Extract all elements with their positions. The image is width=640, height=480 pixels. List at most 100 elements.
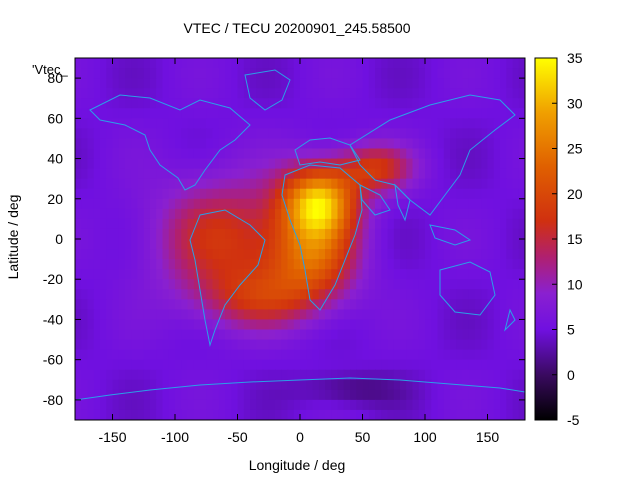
heatmap-cell xyxy=(506,128,514,140)
heatmap-cell xyxy=(518,399,525,411)
heatmap-cell xyxy=(250,309,257,321)
heatmap-cell xyxy=(137,108,145,119)
heatmap-cell xyxy=(468,239,476,250)
heatmap-cell xyxy=(256,359,264,371)
heatmap-cell xyxy=(312,249,320,260)
heatmap-cell xyxy=(412,188,420,200)
heatmap-cell xyxy=(337,379,345,391)
heatmap-cell xyxy=(231,389,239,401)
heatmap-cell xyxy=(343,88,351,99)
heatmap-cell xyxy=(493,299,501,310)
heatmap-cell xyxy=(112,78,120,89)
heatmap-cell xyxy=(500,409,507,420)
heatmap-cell xyxy=(487,168,495,180)
heatmap-cell xyxy=(387,188,395,200)
heatmap-cell xyxy=(87,269,95,280)
heatmap-cell xyxy=(250,178,257,190)
heatmap-cell xyxy=(112,188,120,200)
heatmap-cell xyxy=(456,178,464,190)
heatmap-cell xyxy=(118,249,126,260)
heatmap-cell xyxy=(368,208,376,220)
heatmap-cell xyxy=(168,279,176,290)
heatmap-cell xyxy=(237,118,245,129)
heatmap-cell xyxy=(368,168,376,180)
heatmap-cell xyxy=(318,299,326,310)
heatmap-cell xyxy=(237,148,245,160)
heatmap-cell xyxy=(118,409,126,420)
heatmap-cell xyxy=(200,329,207,341)
heatmap-cell xyxy=(468,78,476,89)
heatmap-cell xyxy=(181,389,189,401)
heatmap-cell xyxy=(481,249,489,260)
heatmap-cell xyxy=(450,168,457,180)
heatmap-cell xyxy=(387,208,395,220)
heatmap-cell xyxy=(218,148,226,160)
heatmap-cell xyxy=(343,98,351,109)
heatmap-cell xyxy=(331,389,339,401)
heatmap-cell xyxy=(300,379,307,391)
heatmap-cell xyxy=(200,88,207,99)
heatmap-cell xyxy=(437,208,445,220)
heatmap-cell xyxy=(418,198,426,210)
heatmap-cell xyxy=(462,188,470,200)
heatmap-cell xyxy=(231,118,239,129)
heatmap-cell xyxy=(362,108,370,119)
heatmap-cell xyxy=(475,78,482,89)
heatmap-cell xyxy=(218,118,226,129)
heatmap-cell xyxy=(393,118,401,129)
heatmap-cell xyxy=(181,168,189,180)
heatmap-cell xyxy=(287,68,295,79)
heatmap-cell xyxy=(243,329,251,341)
heatmap-cell xyxy=(512,269,520,280)
heatmap-cell xyxy=(118,349,126,361)
heatmap-cell xyxy=(350,148,357,160)
heatmap-cell xyxy=(181,68,189,79)
heatmap-cell xyxy=(237,88,245,99)
heatmap-cell xyxy=(362,68,370,79)
heatmap-cell xyxy=(143,399,151,411)
heatmap-cell xyxy=(318,289,326,300)
heatmap-cell xyxy=(493,78,501,89)
heatmap-cell xyxy=(193,218,201,230)
heatmap-cell xyxy=(250,98,257,109)
heatmap-cell xyxy=(150,118,157,129)
heatmap-cell xyxy=(231,78,239,89)
heatmap-cell xyxy=(393,379,401,391)
heatmap-cell xyxy=(512,78,520,89)
heatmap-cell xyxy=(431,249,439,260)
heatmap-cell xyxy=(331,399,339,411)
heatmap-cell xyxy=(350,379,357,391)
heatmap-cell xyxy=(181,329,189,341)
heatmap-cell xyxy=(412,239,420,250)
heatmap-cell xyxy=(356,208,364,220)
heatmap-cell xyxy=(200,299,207,310)
heatmap-cell xyxy=(343,359,351,371)
heatmap-cell xyxy=(418,98,426,109)
heatmap-cell xyxy=(418,339,426,351)
heatmap-cell xyxy=(293,309,301,321)
heatmap-cell xyxy=(193,228,201,240)
heatmap-cell xyxy=(181,319,189,331)
heatmap-cell xyxy=(256,399,264,411)
heatmap-cell xyxy=(131,78,139,89)
heatmap-cell xyxy=(281,379,289,391)
heatmap-cell xyxy=(450,379,457,391)
heatmap-cell xyxy=(93,208,101,220)
heatmap-cell xyxy=(287,128,295,140)
heatmap-cell xyxy=(112,68,120,79)
heatmap-cell xyxy=(375,148,382,160)
heatmap-cell xyxy=(225,399,232,411)
heatmap-cell xyxy=(150,389,157,401)
heatmap-cell xyxy=(293,389,301,401)
heatmap-cell xyxy=(225,118,232,129)
heatmap-cell xyxy=(100,208,107,220)
heatmap-cell xyxy=(131,359,139,371)
heatmap-cell xyxy=(293,218,301,230)
heatmap-cell xyxy=(150,228,157,240)
heatmap-cell xyxy=(262,208,270,220)
heatmap-cell xyxy=(168,88,176,99)
heatmap-cell xyxy=(175,198,182,210)
heatmap-cell xyxy=(368,309,376,321)
heatmap-cell xyxy=(231,359,239,371)
heatmap-cell xyxy=(512,399,520,411)
